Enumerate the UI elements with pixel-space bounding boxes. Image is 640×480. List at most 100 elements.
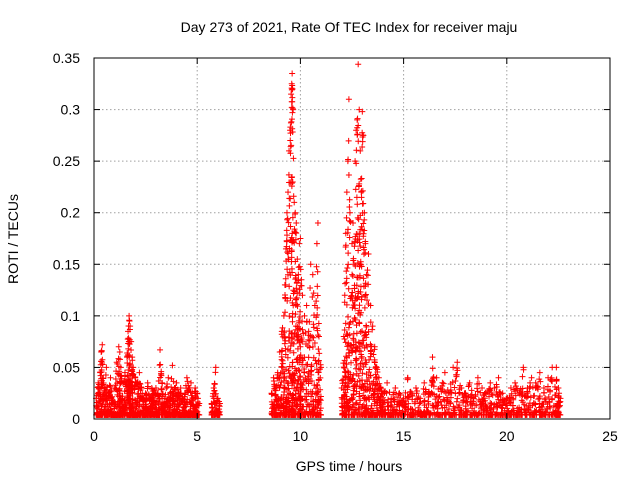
data-point-cloud [295, 366, 302, 373]
data-point-cloud [158, 385, 165, 392]
data-point [295, 271, 302, 278]
data-point-cloud [475, 410, 482, 417]
data-point-cloud [303, 386, 310, 393]
data-point [183, 374, 190, 381]
data-point-cloud [282, 291, 289, 298]
data-point-cloud [405, 393, 412, 400]
data-point-cloud [314, 292, 321, 299]
data-point [128, 338, 135, 345]
data-point [346, 209, 353, 216]
data-point-cloud [447, 400, 454, 407]
data-point-cloud [352, 186, 359, 193]
data-point [557, 395, 564, 402]
data-point [127, 323, 134, 330]
data-point-cloud [367, 319, 374, 326]
data-point-cloud [310, 290, 317, 297]
data-point-cloud [344, 264, 351, 271]
y-tick-label: 0.1 [61, 308, 81, 324]
data-point-cloud [342, 242, 349, 249]
data-point-cloud [360, 401, 367, 408]
data-point [524, 385, 531, 392]
data-point-cloud [343, 268, 350, 275]
data-point [362, 240, 369, 247]
data-point-cloud [299, 357, 306, 364]
data-point-cloud [349, 273, 356, 280]
data-point [214, 395, 221, 402]
data-point [446, 390, 453, 397]
data-point [353, 127, 360, 134]
data-point [355, 61, 362, 68]
data-point-cloud [363, 322, 370, 329]
data-point-cloud [359, 144, 366, 151]
data-point-cloud [100, 379, 107, 386]
data-point [185, 385, 192, 392]
data-point [130, 364, 137, 371]
data-point-cloud [510, 396, 517, 403]
data-point-cloud [448, 389, 455, 396]
data-point-cloud [345, 137, 352, 144]
data-point-cloud [158, 386, 165, 393]
data-point-cloud [340, 364, 347, 371]
data-point [553, 364, 560, 371]
data-point-cloud [302, 329, 309, 336]
data-point-cloud [499, 401, 506, 408]
data-point [491, 385, 498, 392]
data-point-cloud [545, 393, 552, 400]
y-tick-label: 0.25 [53, 153, 80, 169]
data-point [157, 346, 164, 353]
data-point-cloud [308, 393, 315, 400]
data-point-cloud [357, 243, 364, 250]
data-point-cloud [451, 384, 458, 391]
data-point-cloud [285, 395, 292, 402]
data-point [299, 292, 306, 299]
data-point-cloud [555, 410, 562, 417]
data-point-cloud [287, 343, 294, 350]
data-point [289, 85, 296, 92]
data-point [315, 333, 322, 340]
data-point-cloud [364, 343, 371, 350]
data-point-cloud [435, 399, 442, 406]
data-point-cloud [465, 383, 472, 390]
data-point-cloud [356, 272, 363, 279]
data-point-cloud [416, 400, 423, 407]
data-point-cloud [477, 389, 484, 396]
data-point-cloud [158, 370, 165, 377]
data-point-cloud [308, 378, 315, 385]
data-point [503, 395, 510, 402]
data-point-cloud [281, 375, 288, 382]
data-point-cloud [314, 382, 321, 389]
data-point-cloud [299, 338, 306, 345]
data-point-cloud [315, 369, 322, 376]
plot-frame [93, 57, 611, 420]
data-point-cloud [359, 360, 366, 367]
data-point [412, 385, 419, 392]
data-point-cloud [342, 320, 349, 327]
data-point [351, 261, 358, 268]
data-point-cloud [282, 333, 289, 340]
data-point-cloud [211, 381, 218, 388]
data-point-cloud [348, 359, 355, 366]
data-point-cloud [282, 351, 289, 358]
data-point [144, 379, 151, 386]
data-point-cloud [341, 365, 348, 372]
data-point [99, 341, 106, 348]
data-point-cloud [284, 354, 291, 361]
data-point [375, 374, 382, 381]
data-point [175, 390, 182, 397]
x-tick-label: 25 [602, 428, 618, 444]
data-point [208, 400, 215, 407]
data-point [167, 390, 174, 397]
data-point-cloud [362, 292, 369, 299]
data-point [311, 302, 318, 309]
data-point-cloud [361, 216, 368, 223]
data-point [512, 379, 519, 386]
data-point-cloud [364, 297, 371, 304]
data-point [307, 261, 314, 268]
data-point-cloud [358, 194, 365, 201]
data-point-cloud [212, 390, 219, 397]
data-point-cloud [377, 384, 384, 391]
data-point [358, 189, 365, 196]
data-point [109, 397, 116, 404]
data-point-cloud [519, 373, 526, 380]
data-point-cloud [284, 249, 291, 256]
